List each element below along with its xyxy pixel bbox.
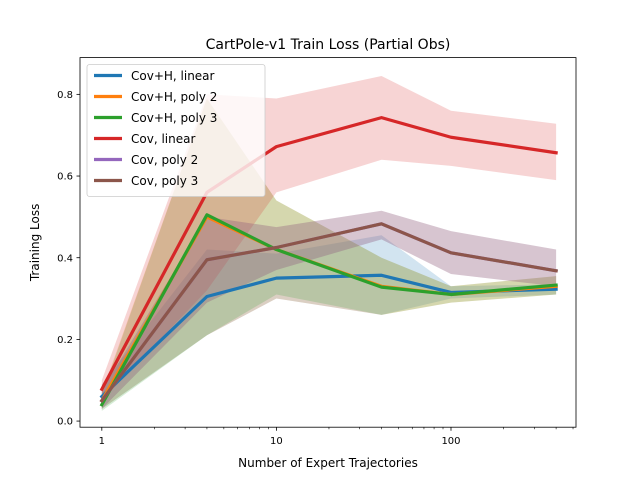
- plot-area-frame: [79, 57, 577, 428]
- line-cov-poly-3: [99, 222, 558, 403]
- y-tick-label: 0.8: [57, 90, 73, 101]
- x-axis-ticks: 1 10 100: [99, 427, 574, 447]
- legend-label-cov-poly-3: Cov, poly 3: [131, 174, 198, 188]
- y-tick-label: 0.6: [57, 172, 73, 183]
- legend-box: [86, 64, 266, 197]
- legend-label-cov-linear: Cov, linear: [131, 132, 195, 146]
- x-axis-label: Number of Expert Trajectories: [238, 456, 418, 470]
- legend-label-cov-plush-linear: Cov+H, linear: [131, 69, 215, 83]
- y-tick-label: 0.0: [57, 417, 73, 428]
- legend-label-cov-poly-2: Cov, poly 2: [131, 153, 198, 167]
- y-axis-ticks: 0.0 0.2 0.4 0.6 0.8: [57, 90, 80, 428]
- chart-title: CartPole-v1 Train Loss (Partial Obs): [206, 37, 451, 53]
- x-tick-label: 10: [270, 436, 283, 447]
- legend-label-cov-plush-poly-3: Cov+H, poly 3: [131, 111, 217, 125]
- line-cov-plush-poly-3: [99, 213, 558, 407]
- band-cov-plush-linear: [101, 235, 557, 409]
- series-lines: [99, 116, 558, 407]
- x-tick-label: 100: [441, 436, 460, 447]
- x-tick-label: 1: [99, 436, 105, 447]
- band-cov-poly-2: [101, 210, 557, 409]
- y-tick-label: 0.4: [57, 253, 73, 264]
- y-tick-label: 0.2: [57, 335, 73, 346]
- legend-label-cov-plush-poly-2: Cov+H, poly 2: [131, 90, 217, 104]
- band-cov-poly-3: [101, 210, 557, 409]
- legend: Cov+H, linear Cov+H, poly 2 Cov+H, poly 3 C…: [86, 64, 266, 197]
- line-cov-linear: [99, 116, 558, 392]
- y-axis-label: Training Loss: [28, 204, 42, 282]
